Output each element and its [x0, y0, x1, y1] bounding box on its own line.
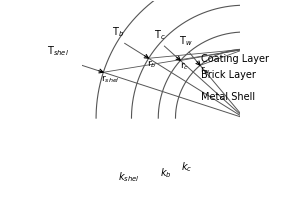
Text: r$_c$: r$_c$ — [180, 60, 189, 72]
Text: r$_{shel}$: r$_{shel}$ — [101, 74, 119, 85]
Text: Brick Layer: Brick Layer — [201, 70, 256, 80]
Text: T$_c$: T$_c$ — [154, 28, 166, 42]
Text: Metal Shell: Metal Shell — [201, 92, 256, 102]
Text: r$_w$: r$_w$ — [200, 65, 211, 76]
Text: r$_b$: r$_b$ — [147, 59, 157, 70]
Text: k$_{shel}$: k$_{shel}$ — [118, 170, 139, 184]
Text: k$_c$: k$_c$ — [181, 160, 192, 174]
Text: Coating Layer: Coating Layer — [201, 54, 269, 64]
Text: T$_b$: T$_b$ — [112, 25, 124, 39]
Text: T$_w$: T$_w$ — [179, 35, 193, 48]
Text: T$_{shel}$: T$_{shel}$ — [47, 44, 69, 58]
Text: k$_b$: k$_b$ — [160, 166, 172, 180]
